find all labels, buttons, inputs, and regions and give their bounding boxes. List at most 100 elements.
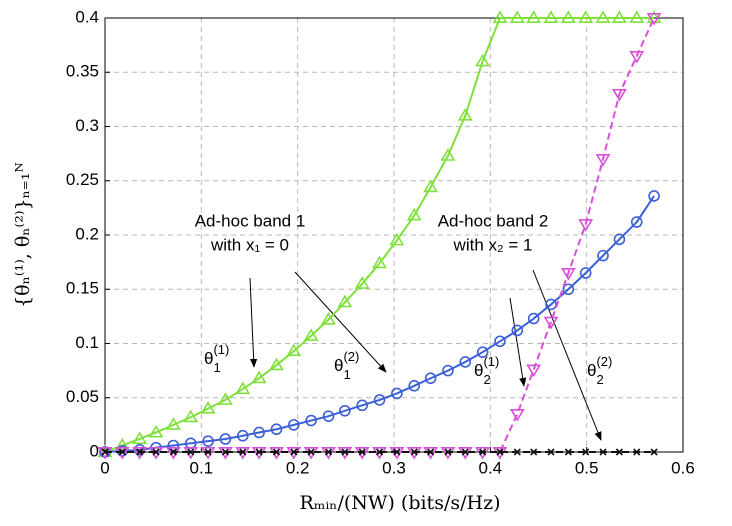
y-tick-label: 0.05 [66,387,99,406]
marker [476,346,489,358]
marker [219,433,232,445]
y-tick-label: 0.1 [75,333,99,352]
curve-label: θ(1) 2 [474,354,499,387]
curve-label-sub: 1 [213,360,220,375]
x-tick-label: 0.5 [575,458,599,477]
marker [410,448,418,456]
marker [513,448,521,456]
annotation: with x₁ = 0 [210,235,289,254]
marker [373,394,386,406]
marker [375,448,384,456]
marker [221,448,229,456]
marker [152,448,160,456]
marker [526,364,542,378]
marker [372,255,387,269]
marker [255,448,263,456]
marker [288,419,300,431]
y-tick-label: 0.35 [66,62,99,81]
marker [629,50,645,64]
marker [408,380,421,392]
x-tick-label: 0.3 [382,458,406,477]
curve-label-sub: 1 [343,367,350,382]
marker [457,108,473,121]
x-tick-label: 0.4 [479,458,503,477]
y-tick-label: 0.3 [75,116,99,135]
curve-label-sub: 2 [483,372,490,387]
marker [169,448,177,456]
marker [270,423,283,436]
annotation: Ad-hoc band 1 [195,211,306,230]
marker [613,233,626,246]
series-line [104,195,655,453]
marker [440,148,456,161]
marker [629,10,645,23]
curve-label: θ(1) 1 [204,342,229,375]
curve-label: θ(2) 1 [334,349,359,382]
y-tick-label: 0.25 [66,170,99,189]
curve-label-symbol: θ [587,361,596,380]
marker [579,267,592,279]
marker [442,364,454,377]
marker [148,424,164,438]
marker [582,448,590,456]
curve-label-sup: (2) [343,349,359,364]
marker [526,10,542,23]
marker [562,283,575,296]
y-tick-label: 0.4 [75,7,99,26]
marker [646,10,662,23]
marker [578,219,594,232]
marker [305,414,317,427]
marker [253,426,265,439]
marker [272,448,281,456]
marker [183,409,199,423]
annotation: Ad-hoc band 2 [438,211,549,230]
curve-label-sup: (1) [213,342,229,357]
marker [527,312,540,325]
marker [424,372,437,385]
marker [307,448,315,456]
marker [165,417,181,430]
marker [560,10,576,23]
marker [200,401,216,414]
marker [337,294,353,308]
marker [545,298,557,311]
x-tick-label: 0.6 [671,458,695,477]
marker [509,10,525,23]
marker [615,448,623,456]
marker [114,437,130,451]
marker [564,448,572,456]
curve-label: θ(2) 2 [587,354,612,387]
marker [578,10,594,23]
marker [324,448,333,456]
curve-label-sup: (2) [596,354,612,369]
annotation: with x₂ = 1 [453,235,533,254]
marker [286,343,302,357]
marker [339,404,351,417]
marker [630,216,643,228]
marker [560,267,576,281]
marker [251,370,267,384]
marker [354,276,370,289]
marker [303,328,319,341]
marker [269,357,284,371]
marker [459,356,472,368]
x-tick-label: 0 [100,458,109,477]
marker [202,435,214,447]
marker [101,448,109,456]
curve-label-symbol: θ [334,356,343,375]
marker [595,10,611,23]
marker [479,448,487,456]
series-line [104,17,655,453]
marker [444,448,452,456]
marker [341,448,349,456]
marker [543,316,559,330]
marker [650,448,658,456]
marker [423,179,439,193]
marker [509,409,525,422]
marker [597,249,609,262]
marker [612,88,627,102]
marker [461,448,469,456]
x-tick-label: 0.2 [286,458,310,477]
marker [492,10,508,23]
